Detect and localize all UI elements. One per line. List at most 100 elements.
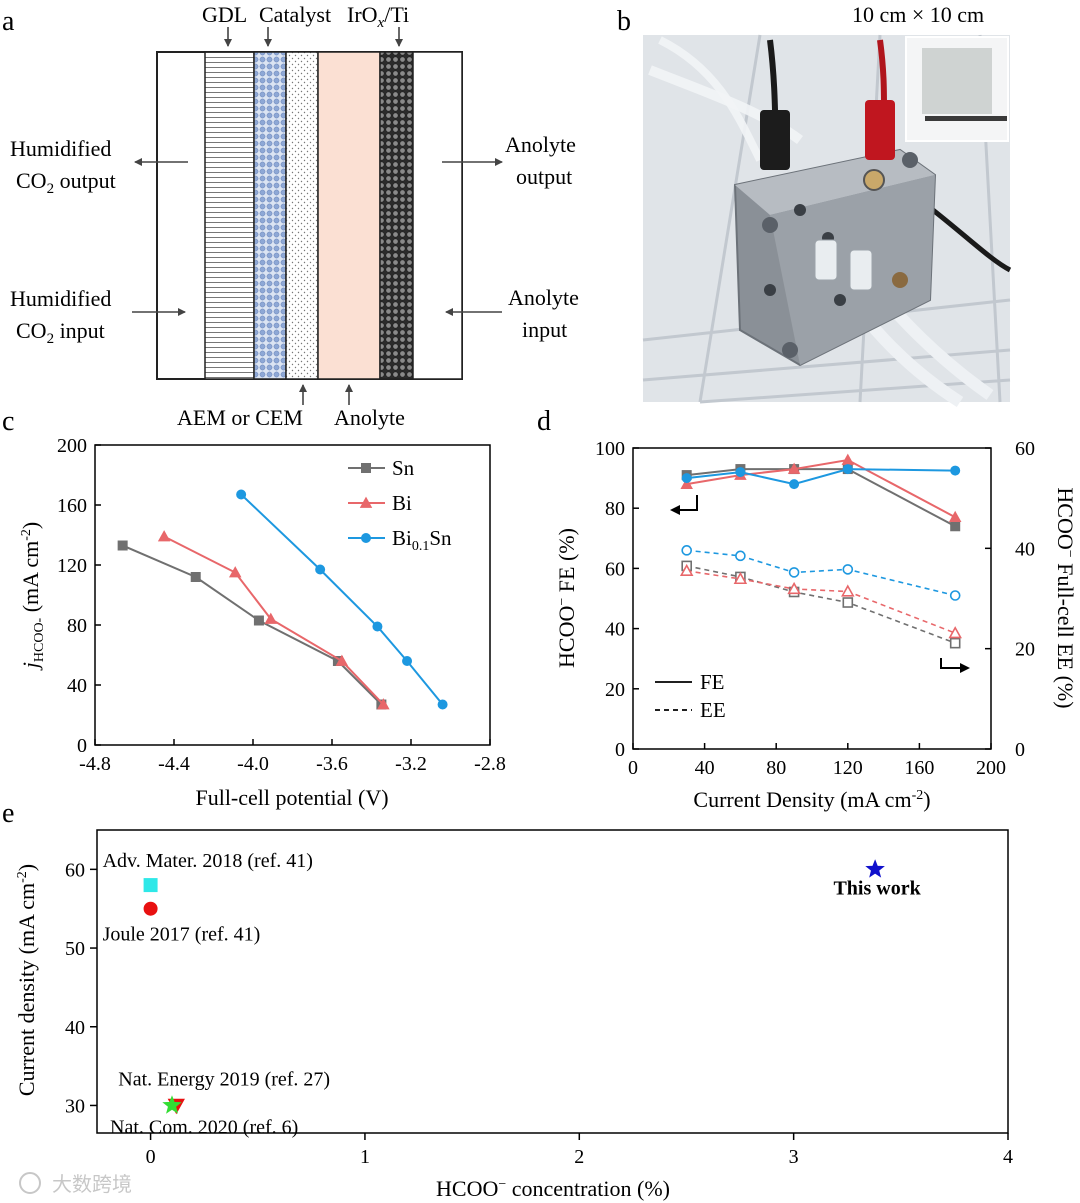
anolyte-layer: [317, 51, 381, 380]
chart-e-y-label-exp: -2: [15, 871, 30, 883]
chart-e-x-tick-label: 0: [146, 1146, 156, 1168]
ee-axis-indicator-arrow: [940, 658, 965, 669]
chart-e-x-label-sup: −: [498, 1177, 506, 1192]
gdl-layer: [204, 51, 255, 380]
chart-c-legend-marker: [361, 533, 371, 543]
chart-e-x-tick-label: 2: [574, 1146, 584, 1168]
chart-c-y-ticks: 0 40 80 120 160 200: [57, 435, 101, 757]
chart-e-y-ticks: 30 40 50 60: [65, 859, 97, 1117]
chart-e-x-label: HCOO− concentration (%): [436, 1176, 670, 1201]
membrane-layer: [285, 51, 319, 380]
chart-d-left-y-tick-label: 0: [615, 739, 625, 761]
label-catalyst: Catalyst: [259, 2, 331, 27]
chart-d-ee-line: [686, 549, 956, 597]
chart-d-ee-point: [949, 590, 961, 601]
chart-c-data-point: [228, 566, 242, 578]
label-co2-input-line1: Humidified: [10, 286, 111, 311]
chart-d-left-y-ticks: 0 20 40 60 80 100: [595, 438, 639, 761]
panel-label-b: b: [617, 6, 631, 37]
chart-d-right-y-sup: −: [1062, 550, 1077, 558]
chart-e-y-tick-label: 50: [65, 938, 85, 960]
chart-c-x-tick-label: -3.6: [316, 753, 348, 775]
label-co2-output-line2: CO2 output: [16, 168, 116, 197]
chart-d-plot-area: [679, 453, 962, 649]
chart-d-right-y-tail: Full-cell EE (%): [1053, 558, 1078, 709]
panel-label-c: c: [2, 406, 14, 437]
chart-c-legend-name: Sn: [392, 456, 415, 480]
anode-end-plate: [412, 51, 463, 380]
label-anolyte-output-line1: Anolyte: [505, 132, 576, 157]
chart-d-fe-point: [735, 467, 746, 478]
chart-d-left-y-label: HCOO− FE (%): [554, 528, 579, 668]
label-irox-main: IrO: [347, 2, 378, 27]
chart-e-plot-area: Adv. Mater. 2018 (ref. 41) Joule 2017 (re…: [103, 850, 922, 1138]
chart-c-y-tick-label: 200: [57, 435, 87, 457]
chart-c-frame: [94, 444, 491, 746]
chart-c-x-tick-label: -4.8: [79, 753, 111, 775]
label-gdl: GDL: [202, 2, 247, 27]
chart-c-data-point: [335, 654, 349, 666]
co2-output-tail: output: [54, 168, 116, 193]
panel-c: c -4.8 -4.4 -4.0 -3.6 -3.2 -2.8 0 40 80 120 160 20…: [2, 406, 506, 810]
chart-d-ee-line: [686, 570, 956, 634]
chart-c-legend-marker: [359, 496, 373, 508]
chart-e-point-label: Joule 2017 (ref. 41): [103, 924, 261, 946]
chart-d-ee-point: [842, 597, 854, 608]
chart-d-x-tick-label: 200: [976, 757, 1006, 779]
chart-c-y-label-sub: HCOO-: [32, 617, 47, 662]
chart-d-ee-point: [787, 581, 801, 595]
panel-label-d: d: [537, 406, 551, 437]
chart-d-left-y-tail: FE (%): [554, 528, 579, 598]
chart-d-fe-point: [842, 464, 853, 475]
chart-c-plot-area: [117, 489, 448, 710]
chart-e-x-label-main: HCOO: [436, 1176, 498, 1201]
chart-e-y-tick-label: 30: [65, 1095, 85, 1117]
chart-d-right-y-label: HCOO− Full-cell EE (%): [1053, 487, 1078, 708]
chart-c-data-point: [402, 656, 413, 666]
chart-d-ee-point: [841, 584, 855, 597]
label-anolyte: Anolyte: [334, 405, 405, 430]
chart-d-x-label: Current Density (mA cm-2): [693, 787, 930, 812]
chart-d-right-y-main: HCOO: [1053, 487, 1078, 549]
chart-d-x-tick-label: 0: [628, 757, 638, 779]
chart-d-x-tick-label: 160: [904, 757, 934, 779]
fe-axis-indicator-head: [670, 505, 680, 515]
chart-d-left-y-tick-label: 80: [605, 498, 625, 520]
chart-c-legend-name: Bi: [392, 526, 412, 550]
ee-axis-indicator-head: [960, 663, 970, 673]
chart-d-fe-point: [950, 465, 961, 476]
chart-e-point-label: This work: [833, 877, 921, 899]
chart-c-y-tick-label: 40: [67, 675, 87, 697]
panel-e: e Adv. Mater. 2018 (ref. 41) Joule 2017 (…: [2, 798, 1013, 1201]
label-irox-sub: x: [377, 15, 385, 31]
chart-c-data-point: [157, 530, 171, 542]
panel-b: b 10 cm × 10 cm: [617, 2, 1012, 408]
chart-c-legend-label: Bi: [392, 491, 412, 515]
photo-size-caption: 10 cm × 10 cm: [852, 2, 984, 27]
chart-e-x-label-tail: concentration (%): [506, 1176, 670, 1201]
chart-c-data-point: [264, 612, 278, 624]
chart-d-left-y-tick-label: 100: [595, 438, 625, 460]
chart-d-left-y-tick-label: 20: [605, 679, 625, 701]
chart-c-legend-tail: Sn: [429, 526, 452, 550]
chart-d-fe-point: [948, 510, 962, 523]
panel-a: a GDL Catalyst IrOx/Ti AEM or CEM Anolyt…: [2, 2, 579, 430]
chart-d-ee-point: [948, 626, 962, 639]
chart-c-y-tick-label: 80: [67, 615, 87, 637]
chart-c-x-tick-label: -3.2: [395, 753, 427, 775]
chart-e-x-tick-label: 4: [1003, 1146, 1013, 1168]
chart-d-fe-point: [841, 453, 855, 465]
chart-e-point-label: Nat. Com. 2020 (ref. 6): [110, 1116, 298, 1138]
co2-output-main: CO: [16, 168, 47, 193]
chart-d-fe-point: [950, 521, 961, 532]
label-anolyte-input-line2: input: [522, 317, 567, 342]
chart-c-series-line: [122, 544, 383, 706]
panel-label-a: a: [2, 6, 15, 37]
chart-d-left-y-tick-label: 40: [605, 619, 625, 641]
chart-d-ee-point: [733, 571, 748, 585]
chart-d-right-y-tick-label: 0: [1015, 739, 1025, 761]
chart-e-y-label-main: Current density (mA cm: [14, 883, 39, 1096]
chart-e-data-point: [865, 859, 885, 878]
chart-d-right-y-tick-label: 60: [1015, 438, 1035, 460]
